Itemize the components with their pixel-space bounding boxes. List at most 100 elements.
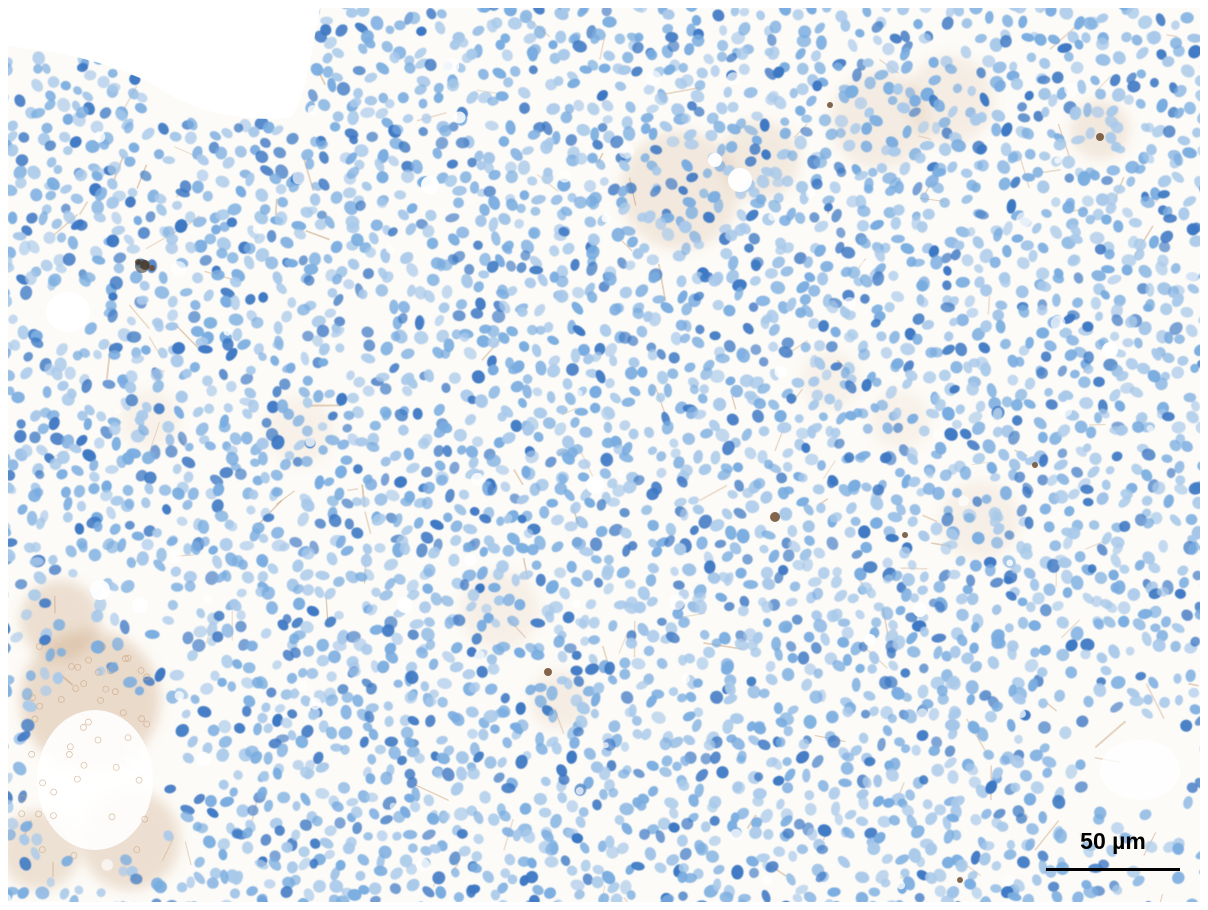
cell-nucleus (475, 297, 486, 311)
cell-nucleus (992, 407, 1003, 420)
cell-nucleus (334, 487, 345, 501)
cell-nucleus (400, 251, 414, 265)
cell-nucleus (532, 387, 543, 397)
cell-nucleus (1116, 425, 1128, 436)
cell-nucleus (951, 139, 966, 153)
cell-nucleus (1148, 235, 1160, 249)
cell-nucleus (234, 145, 247, 158)
cell-nucleus (575, 152, 588, 165)
cell-nucleus (93, 521, 103, 532)
cell-nucleus (718, 631, 731, 645)
cell-nucleus (813, 547, 826, 559)
cell-nucleus (316, 654, 330, 667)
cell-nucleus (422, 496, 433, 510)
cell-nucleus (488, 385, 501, 399)
cell-nucleus (510, 148, 523, 161)
cell-nucleus (500, 481, 511, 492)
cell-nucleus (887, 511, 903, 523)
cell-nucleus (1095, 53, 1111, 66)
cell-nucleus (289, 536, 303, 548)
cell-nucleus (466, 601, 477, 612)
cell-nucleus (242, 408, 253, 420)
cell-nucleus (752, 409, 764, 423)
cell-nucleus (347, 392, 359, 404)
cell-nucleus (807, 425, 817, 439)
cell-nucleus (17, 325, 29, 340)
cell-nucleus (1124, 315, 1138, 329)
cell-nucleus (152, 380, 164, 393)
cell-nucleus (316, 210, 327, 220)
cell-nucleus (928, 75, 942, 86)
cell-nucleus (851, 549, 863, 559)
cell-nucleus (887, 95, 898, 106)
cell-nucleus (1121, 254, 1137, 267)
cell-nucleus (118, 148, 129, 160)
cell-nucleus (665, 631, 680, 644)
cell-nucleus (186, 876, 195, 889)
cell-nucleus (126, 316, 136, 326)
cell-nucleus (684, 43, 695, 56)
cell-nucleus (7, 120, 18, 132)
cell-nucleus (301, 148, 314, 161)
cell-nucleus (170, 354, 184, 368)
cell-nucleus (871, 21, 884, 33)
cell-nucleus (971, 622, 980, 633)
stain-fiber (513, 469, 524, 486)
stain-fiber (703, 642, 743, 650)
cell-nucleus (928, 56, 939, 68)
cell-nucleus (856, 450, 871, 461)
vacuole (397, 597, 413, 613)
cell-nucleus (284, 450, 295, 461)
cell-nucleus (712, 9, 725, 22)
cell-nucleus (1031, 222, 1042, 234)
cell-nucleus (989, 514, 1002, 527)
cell-nucleus (358, 43, 368, 55)
cell-nucleus (602, 564, 615, 576)
cell-nucleus (1119, 564, 1130, 574)
cell-nucleus (847, 266, 861, 279)
cell-nucleus (1061, 569, 1073, 585)
cell-nucleus (55, 264, 67, 274)
cell-nucleus (952, 488, 962, 498)
cell-nucleus (730, 5, 740, 17)
cell-nucleus (487, 542, 501, 554)
cell-nucleus (67, 236, 79, 250)
cell-nucleus (123, 676, 138, 688)
cell-nucleus (918, 530, 930, 542)
cell-nucleus (771, 636, 782, 651)
cell-nucleus (167, 309, 178, 322)
cell-nucleus (1146, 32, 1158, 45)
cell-nucleus (872, 484, 885, 496)
cell-nucleus (385, 25, 395, 35)
cell-nucleus (934, 399, 946, 412)
cell-nucleus (1071, 135, 1086, 145)
cell-nucleus (406, 203, 418, 214)
cell-nucleus (229, 432, 242, 446)
cell-nucleus (316, 638, 329, 652)
cell-nucleus (354, 144, 369, 158)
cell-nucleus (882, 42, 895, 56)
cell-nucleus (414, 315, 425, 331)
cell-nucleus (938, 142, 952, 157)
cell-nucleus (62, 252, 76, 266)
cell-nucleus (506, 198, 518, 211)
cell-nucleus (498, 212, 511, 226)
cell-nucleus (576, 123, 591, 137)
cell-nucleus (214, 510, 229, 522)
cell-nucleus (854, 171, 869, 181)
cell-nucleus (789, 581, 801, 592)
cell-nucleus (515, 542, 530, 554)
cell-nucleus (393, 513, 403, 528)
cell-nucleus (1109, 331, 1120, 342)
cell-nucleus (710, 65, 720, 77)
cell-nucleus (219, 538, 233, 551)
cell-nucleus (324, 215, 335, 229)
cell-nucleus (166, 233, 179, 245)
cell-nucleus (738, 22, 751, 36)
cell-nucleus (216, 248, 228, 259)
cell-nucleus (567, 78, 581, 89)
cell-nucleus (401, 525, 413, 536)
cell-nucleus (25, 271, 37, 286)
cell-nucleus (577, 472, 590, 482)
cell-nucleus (384, 98, 395, 109)
